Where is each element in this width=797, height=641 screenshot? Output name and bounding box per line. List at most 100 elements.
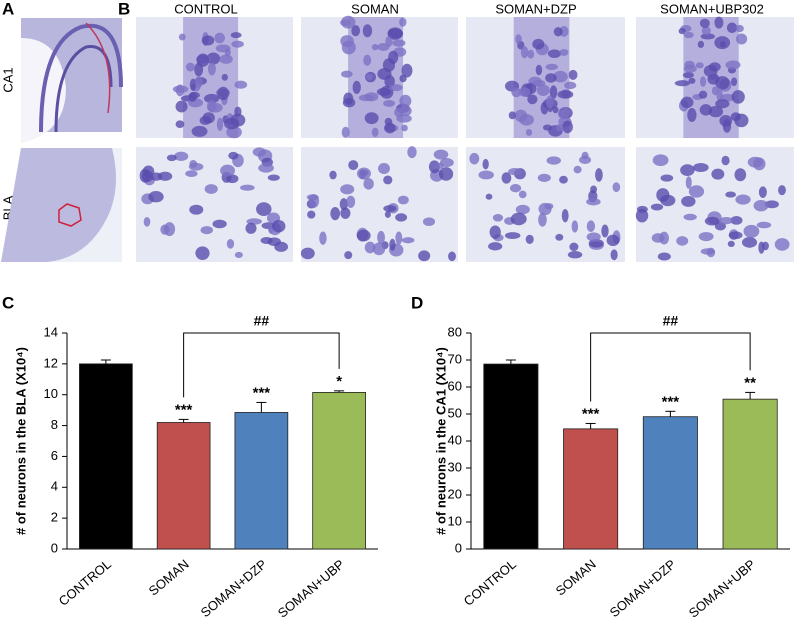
cell [714,222,726,231]
cell [185,170,198,178]
cell [352,80,361,94]
x-tick-label: CONTROL [56,556,114,608]
cell [307,210,316,219]
cell [684,60,695,69]
cell [557,90,574,99]
cell [515,34,522,45]
cell [683,213,697,221]
cell [256,202,272,217]
bracket-label: ## [663,313,679,329]
cell [362,24,373,38]
bracket [590,332,751,402]
tissue [1,148,116,262]
y-tick-label: 4 [51,479,58,494]
cell [383,100,396,107]
cell [719,217,734,225]
cell [657,252,671,261]
cell [659,231,670,245]
cell [698,90,708,99]
cell [401,124,408,132]
cell [715,99,730,109]
cell [351,25,361,37]
cell [214,32,225,44]
cell [704,216,720,226]
cell [511,87,522,98]
cell [199,116,212,125]
cell [695,62,704,69]
cell [245,222,257,234]
cell [553,27,563,37]
column-label: CONTROL [174,1,238,16]
cell [172,85,189,93]
cell [438,167,454,181]
cell [469,152,480,165]
cell [537,173,551,182]
x-tick-label: SOMAN [146,556,192,598]
cell [363,177,374,190]
cell [358,94,374,102]
cell [207,62,216,76]
cell [364,112,379,125]
cell [252,147,267,157]
region [85,22,111,114]
cell [736,33,748,45]
bar [234,412,289,550]
cell [527,94,538,105]
cell [545,73,557,83]
cell [762,241,769,251]
y-tick-label: 30 [448,459,462,474]
cell [228,151,239,160]
cell [549,85,558,99]
x-tick-label: SOMAN [553,556,599,598]
cell [601,224,609,238]
cell [701,26,711,36]
cell [340,184,355,195]
cell [189,78,197,91]
significance: *** [582,405,600,422]
cell [389,238,396,251]
cell [730,215,743,225]
cell [590,185,598,194]
bar [79,363,133,550]
cell [561,107,570,118]
cell [394,107,404,118]
cell [569,242,579,252]
cell [586,198,601,206]
cell [175,100,188,113]
cell [143,216,151,227]
row-label: CA1 [0,67,15,92]
panel-label: B [118,0,130,18]
cell [546,95,554,109]
cell [234,80,248,89]
bar [642,416,698,550]
cell [725,60,741,70]
cell [731,77,738,87]
cell [573,165,582,174]
cell [562,120,573,134]
cell [300,247,315,260]
cell [735,194,751,205]
cell [660,174,674,182]
region [58,203,82,227]
micrographs [1,15,794,262]
cell [433,149,449,160]
panel-label: C [2,293,14,312]
cell [743,224,760,238]
cell [527,49,535,59]
cell [726,22,738,34]
cell [676,236,689,246]
cell [714,16,724,29]
cell [434,162,444,170]
y-tick-label: 0 [51,540,58,555]
bar [156,422,211,550]
cell [515,204,530,215]
cell [778,185,786,196]
cell [586,232,601,242]
cell [388,50,399,64]
cell [727,240,735,248]
cell [680,96,694,109]
cell [688,185,705,198]
cell [407,146,417,159]
cell [399,17,407,27]
cell [699,76,707,87]
